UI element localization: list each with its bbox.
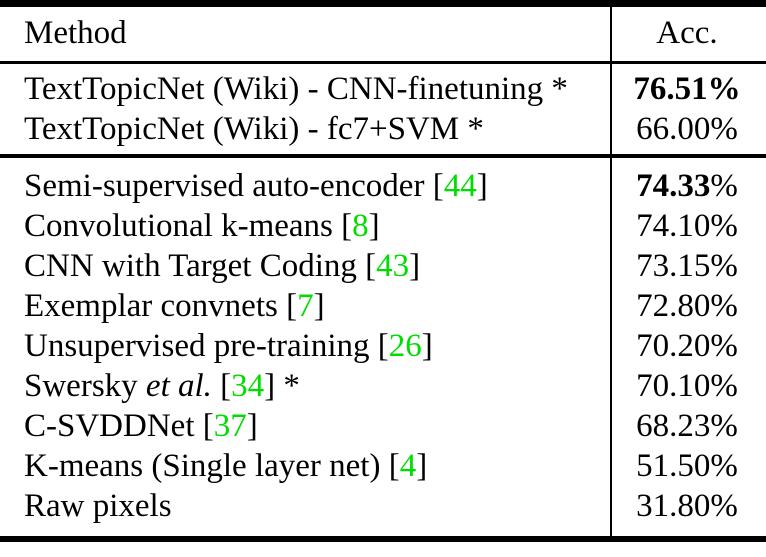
- method-cell: K-means (Single layer net) [4]: [0, 448, 610, 485]
- method-cell: Exemplar convnets [7]: [0, 288, 610, 325]
- table-row: CNN with Target Coding [43] 73.15%: [0, 246, 766, 286]
- citation-link[interactable]: 34: [231, 367, 265, 404]
- text-segment: Swersky: [24, 367, 146, 404]
- text-segment: CNN with Target Coding [: [24, 247, 377, 284]
- table-row: Convolutional k-means [8] 74.10%: [0, 206, 766, 246]
- table-row: Exemplar convnets [7] 72.80%: [0, 286, 766, 326]
- text-segment: 70.10%: [636, 367, 738, 404]
- acc-cell: 68.23%: [610, 408, 764, 445]
- citation-link[interactable]: 7: [297, 287, 314, 324]
- acc-cell: 72.80%: [610, 288, 764, 325]
- table-row: C-SVDDNet [37] 68.23%: [0, 406, 766, 446]
- text-segment: 74.33: [636, 167, 711, 204]
- text-segment: [: [211, 367, 232, 404]
- text-segment: Semi-supervised auto-encoder [: [24, 167, 444, 204]
- text-segment: 68.23%: [636, 407, 738, 444]
- method-cell: C-SVDDNet [37]: [0, 408, 610, 445]
- table-bottom-rule: [0, 536, 766, 542]
- text-segment: Unsupervised pre-training [: [24, 327, 389, 364]
- citation-link[interactable]: 26: [388, 327, 422, 364]
- text-segment: Exemplar convnets [: [24, 287, 298, 324]
- table-row: TextTopicNet (Wiki) - CNN-finetuning * 76…: [0, 69, 766, 109]
- text-segment: 74.10%: [636, 207, 738, 244]
- method-cell: Swersky et al. [34] *: [0, 368, 610, 405]
- citation-link[interactable]: 4: [399, 447, 417, 484]
- table-row: TextTopicNet (Wiki) - fc7+SVM * 66.00%: [0, 109, 766, 149]
- text-segment: ]: [416, 447, 428, 484]
- text-segment: 76.51%: [633, 70, 741, 107]
- method-cell: Convolutional k-means [8]: [0, 208, 610, 245]
- acc-column-header: Acc.: [656, 15, 718, 51]
- text-segment: K-means (Single layer net) [: [24, 447, 400, 484]
- citation-link[interactable]: 43: [376, 247, 410, 284]
- acc-cell: 70.20%: [610, 328, 764, 365]
- text-segment: 51.50%: [636, 447, 738, 484]
- method-cell: Semi-supervised auto-encoder [44]: [0, 168, 610, 205]
- method-cell: TextTopicNet (Wiki) - fc7+SVM *: [0, 111, 610, 148]
- text-segment: TextTopicNet (Wiki) - fc7+SVM *: [24, 110, 484, 147]
- text-segment: 72.80%: [636, 287, 738, 324]
- acc-cell: 51.50%: [610, 448, 764, 485]
- acc-cell: 31.80%: [610, 488, 764, 525]
- text-segment: C-SVDDNet [: [24, 407, 214, 444]
- table-row: Raw pixels 31.80%: [0, 486, 766, 526]
- acc-cell: 73.15%: [610, 248, 764, 285]
- acc-cell: 66.00%: [610, 111, 764, 148]
- method-cell: Unsupervised pre-training [26]: [0, 328, 610, 365]
- text-segment: ]: [368, 207, 380, 244]
- header-separator-rule: [0, 61, 766, 64]
- text-segment: ]: [409, 247, 421, 284]
- text-segment: et al.: [145, 367, 212, 404]
- text-segment: 31.80%: [636, 487, 738, 524]
- citation-link[interactable]: 8: [352, 207, 369, 244]
- table-section-baselines: Semi-supervised auto-encoder [44] 74.33% C…: [0, 158, 766, 536]
- text-segment: ]: [421, 327, 433, 364]
- text-segment: Raw pixels: [24, 487, 172, 524]
- table-top-rule: [0, 0, 766, 7]
- text-segment: %: [710, 167, 738, 204]
- table-header-row: Method Acc.: [0, 13, 766, 54]
- text-segment: 70.20%: [636, 327, 738, 364]
- table-row: Unsupervised pre-training [26] 70.20%: [0, 326, 766, 366]
- table-row: Swersky et al. [34] * 70.10%: [0, 366, 766, 406]
- acc-cell: 76.51%: [610, 71, 764, 108]
- text-segment: ] *: [264, 367, 300, 404]
- citation-link[interactable]: 44: [443, 167, 477, 204]
- table-row: Semi-supervised auto-encoder [44] 74.33%: [0, 166, 766, 206]
- text-segment: Convolutional k-means [: [24, 207, 353, 244]
- text-segment: ]: [246, 407, 258, 444]
- table-row: K-means (Single layer net) [4] 51.50%: [0, 446, 766, 486]
- text-segment: ]: [313, 287, 325, 324]
- acc-cell: 74.33%: [610, 168, 764, 205]
- citation-link[interactable]: 37: [213, 407, 247, 444]
- acc-cell: 70.10%: [610, 368, 764, 405]
- text-segment: TextTopicNet (Wiki) - CNN-finetuning *: [24, 70, 568, 107]
- acc-cell: 74.10%: [610, 208, 764, 245]
- text-segment: 66.00%: [636, 110, 738, 147]
- method-cell: TextTopicNet (Wiki) - CNN-finetuning *: [0, 71, 610, 108]
- method-column-header: Method: [24, 15, 127, 51]
- text-segment: ]: [476, 167, 488, 204]
- table-header-section: Method Acc.: [0, 7, 766, 61]
- section-separator-rule: [0, 154, 766, 158]
- method-cell: Raw pixels: [0, 488, 610, 525]
- table-section-texttopicnet: TextTopicNet (Wiki) - CNN-finetuning * 76…: [0, 64, 766, 154]
- text-segment: 73.15%: [636, 247, 738, 284]
- method-cell: CNN with Target Coding [43]: [0, 248, 610, 285]
